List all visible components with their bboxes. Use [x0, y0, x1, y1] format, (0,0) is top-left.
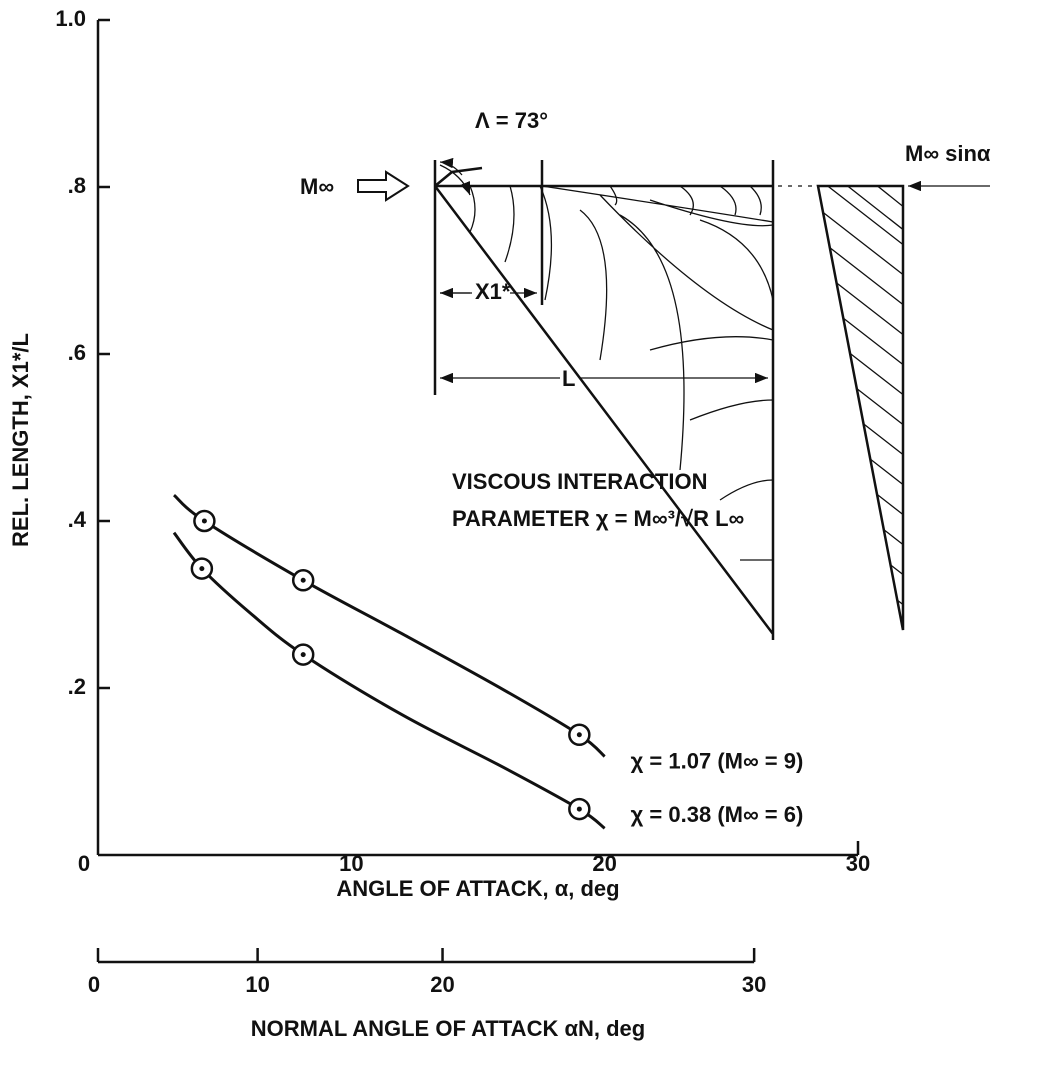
annotation: PARAMETER χ = M∞³/√R L∞ — [452, 506, 744, 531]
data-point-center — [576, 732, 582, 738]
y-tick-label: .4 — [68, 507, 87, 532]
x2-tick-label: 20 — [430, 972, 454, 997]
crossflow-label: M∞ sinα — [905, 141, 991, 166]
y-tick-label: .2 — [68, 674, 86, 699]
x2-axis-label: NORMAL ANGLE OF ATTACK αN, deg — [251, 1016, 645, 1041]
y-tick-label: .6 — [68, 340, 86, 365]
planform — [433, 160, 775, 640]
x-tick-label: 0 — [78, 851, 90, 876]
sweep-label: Λ = 73° — [475, 108, 548, 133]
data-point-center — [199, 566, 205, 572]
x1-label: X1* — [475, 279, 511, 304]
length-label: L — [562, 366, 575, 391]
inset-diagram: Λ = 73° M∞ M∞ sinα X1* L — [300, 108, 991, 640]
cross-section — [816, 184, 905, 631]
x-axis-label: ANGLE OF ATTACK, α, deg — [336, 876, 619, 901]
x2-tick-label: 0 — [88, 972, 100, 997]
annotation: VISCOUS INTERACTION — [452, 469, 707, 494]
x-tick-label: 30 — [846, 851, 870, 876]
freestream-label: M∞ — [300, 174, 334, 199]
fit-curve — [172, 493, 606, 758]
fit-curve — [172, 531, 606, 830]
x-tick-label: 20 — [592, 851, 616, 876]
data-point-center — [300, 577, 306, 583]
data-point-center — [300, 652, 306, 658]
x2-tick-label: 30 — [742, 972, 766, 997]
freestream-arrow — [357, 170, 410, 202]
y-tick-label: 1.0 — [55, 6, 86, 31]
x2-tick-label: 10 — [245, 972, 269, 997]
legend-label: χ = 1.07 (M∞ = 9) — [631, 748, 804, 773]
y-tick-label: .8 — [68, 173, 86, 198]
y-axis-label: REL. LENGTH, X1*/L — [8, 333, 33, 547]
data-point-center — [576, 806, 582, 812]
legend-label: χ = 0.38 (M∞ = 6) — [631, 802, 804, 827]
data-point-center — [201, 518, 207, 524]
hatching — [469, 186, 773, 561]
x-tick-label: 10 — [339, 851, 363, 876]
